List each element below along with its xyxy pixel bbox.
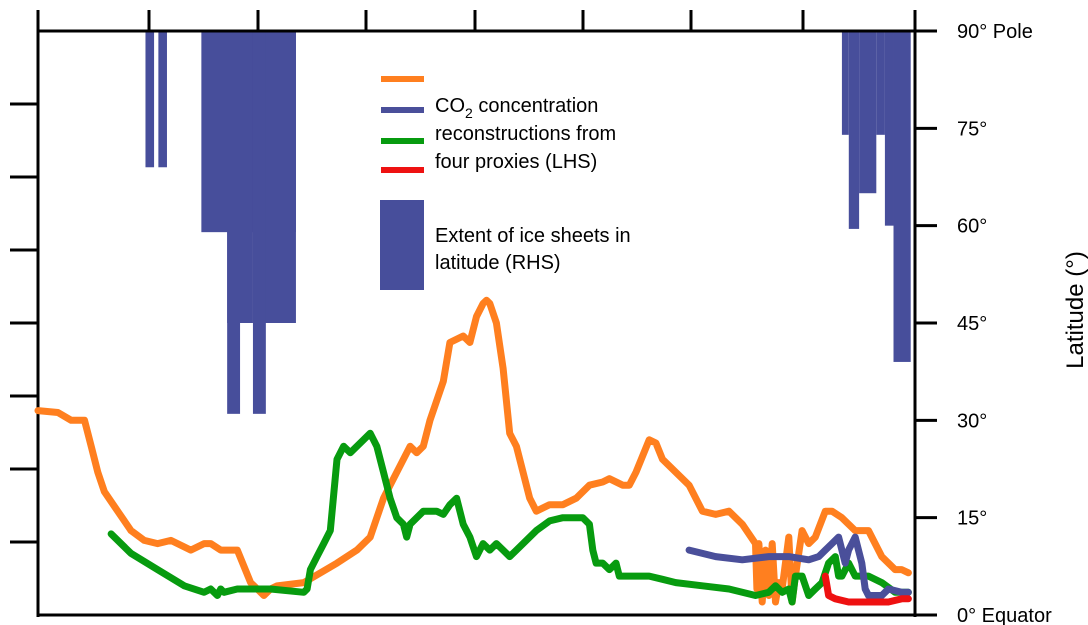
right-tick-label-6: 0° Equator [957, 605, 1052, 625]
ticks: 90° Pole 75° 60° 45° 30° 15° 0° Equator [10, 10, 1052, 625]
ice-bar-10 [848, 31, 860, 229]
ice-bar-11 [859, 31, 877, 194]
ice-extent-bars [145, 31, 911, 414]
ice-bar-0 [145, 31, 155, 168]
right-tick-label-4: 30° [957, 410, 987, 432]
right-tick-label-3: 45° [957, 313, 987, 335]
series-line-orange [34, 296, 912, 606]
ice-bar-8 [265, 31, 296, 323]
right-tick-label-1: 75° [957, 118, 987, 140]
ice-bar-9 [841, 31, 849, 135]
ice-bar-14 [893, 31, 911, 362]
ice-bar-13 [884, 31, 894, 226]
ice-bar-6 [252, 31, 266, 414]
right-axis-title: Latitude (°) [1062, 251, 1088, 369]
right-tick-label-2: 60° [957, 216, 987, 238]
right-tick-label-0: 90° Pole [957, 21, 1033, 43]
series-line-red [821, 572, 912, 606]
legend-ice-label-line1: Extent of ice sheets in [435, 225, 631, 247]
legend-series-label-line1: CO2 concentration [435, 95, 598, 121]
legend-ice-swatch [380, 200, 424, 290]
series-lines [34, 296, 912, 606]
ice-bar-1 [158, 31, 167, 168]
legend-series-label-line2: reconstructions from [435, 123, 616, 145]
series-line-green [107, 429, 912, 606]
legend: CO2 concentration reconstructions from f… [380, 76, 631, 290]
ice-bar-12 [876, 31, 885, 135]
legend-series-label-line3: four proxies (LHS) [435, 151, 597, 173]
right-tick-label-5: 15° [957, 508, 987, 530]
legend-ice-label-line2: latitude (RHS) [435, 252, 561, 274]
series-line-blue [685, 533, 912, 599]
ice-bar-5 [227, 31, 241, 414]
